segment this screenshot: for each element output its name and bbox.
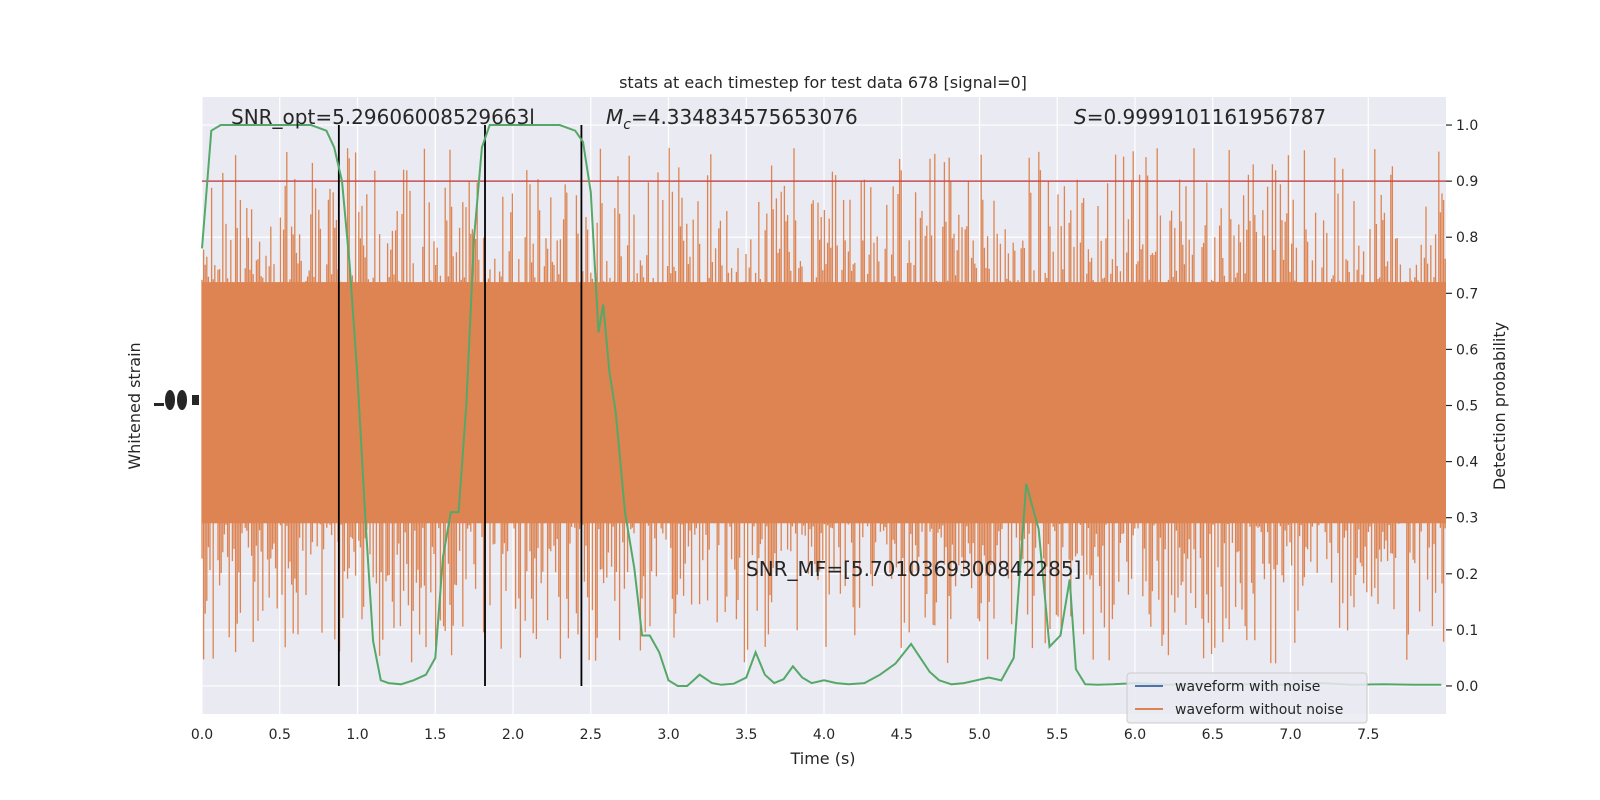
y-tick-label: 0.7 [1456, 286, 1478, 302]
y-tick-label: 0.3 [1456, 511, 1478, 527]
x-axis-label: Time (s) [789, 749, 855, 768]
y-tick-label: 0.4 [1456, 455, 1478, 471]
legend: waveform with noise waveform without noi… [1126, 672, 1368, 724]
left-y-axis-label: Whitened strain [125, 342, 144, 469]
legend-entry-without-noise: waveform without noise [1175, 702, 1343, 718]
left-y-axis-collapsed-ticks [154, 390, 199, 410]
y-tick-label: 0.8 [1456, 230, 1478, 246]
x-tick-label: 6.5 [1202, 727, 1224, 743]
x-tick-label: 5.0 [968, 727, 990, 743]
chirp-mass-annotation: Mc=4.334834575653076 [606, 105, 858, 133]
x-tick-label: 0.5 [269, 727, 291, 743]
chirp-mass-value: =4.334834575653076 [631, 105, 858, 129]
snr-opt-annotation: SNR_opt=5.29606008529663l [231, 105, 535, 129]
s-value: =0.9999101161956787 [1087, 105, 1326, 129]
chirp-mass-symbol: M [606, 105, 623, 129]
snr-mf-annotation: SNR_MF=[5.7010369300842285] [746, 557, 1081, 581]
y-tick-label: 1.0 [1456, 118, 1478, 134]
x-tick-label: 0.0 [191, 727, 213, 743]
y-tick-label: 0.2 [1456, 567, 1478, 583]
x-tick-label: 2.5 [580, 727, 602, 743]
x-tick-label: 3.5 [735, 727, 757, 743]
x-tick-label: 4.5 [891, 727, 913, 743]
right-y-axis-label: Detection probability [1490, 322, 1509, 490]
x-tick-label: 1.5 [424, 727, 446, 743]
x-tick-label: 7.5 [1357, 727, 1379, 743]
y-tick-label: 0.9 [1456, 174, 1478, 190]
y-tick-label: 0.6 [1456, 342, 1478, 358]
s-symbol: S [1074, 105, 1087, 129]
detection-probability-line [201, 124, 1442, 687]
x-axis-ticks: 0.0 0.5 1.0 1.5 2.0 2.5 3.0 3.5 4.0 4.5 5.0 5.5 6.0 6… [191, 727, 1380, 743]
x-tick-label: 5.5 [1046, 727, 1068, 743]
x-tick-label: 2.0 [502, 727, 524, 743]
x-tick-label: 6.0 [1124, 727, 1146, 743]
x-tick-label: 3.0 [657, 727, 679, 743]
waveform-without-noise-trace [201, 147, 1446, 664]
chart-title: stats at each timestep for test data 678… [619, 73, 1027, 92]
y-tick-label: 0.0 [1456, 679, 1478, 695]
chirp-mass-subscript: c [623, 117, 631, 133]
vertical-marker-lines [337, 125, 583, 686]
y-tick-label: 0.1 [1456, 623, 1478, 639]
legend-entry-with-noise: waveform with noise [1175, 679, 1320, 695]
x-tick-label: 4.0 [813, 727, 835, 743]
x-tick-label: 7.0 [1279, 727, 1301, 743]
s-annotation: S=0.9999101161956787 [1074, 105, 1326, 129]
y-tick-label: 0.5 [1456, 399, 1478, 415]
x-tick-label: 1.0 [346, 727, 368, 743]
right-y-axis-ticks: 0.0 0.1 0.2 0.3 0.4 0.5 0.6 0.7 0.8 0.9 1.0 [1446, 118, 1478, 695]
